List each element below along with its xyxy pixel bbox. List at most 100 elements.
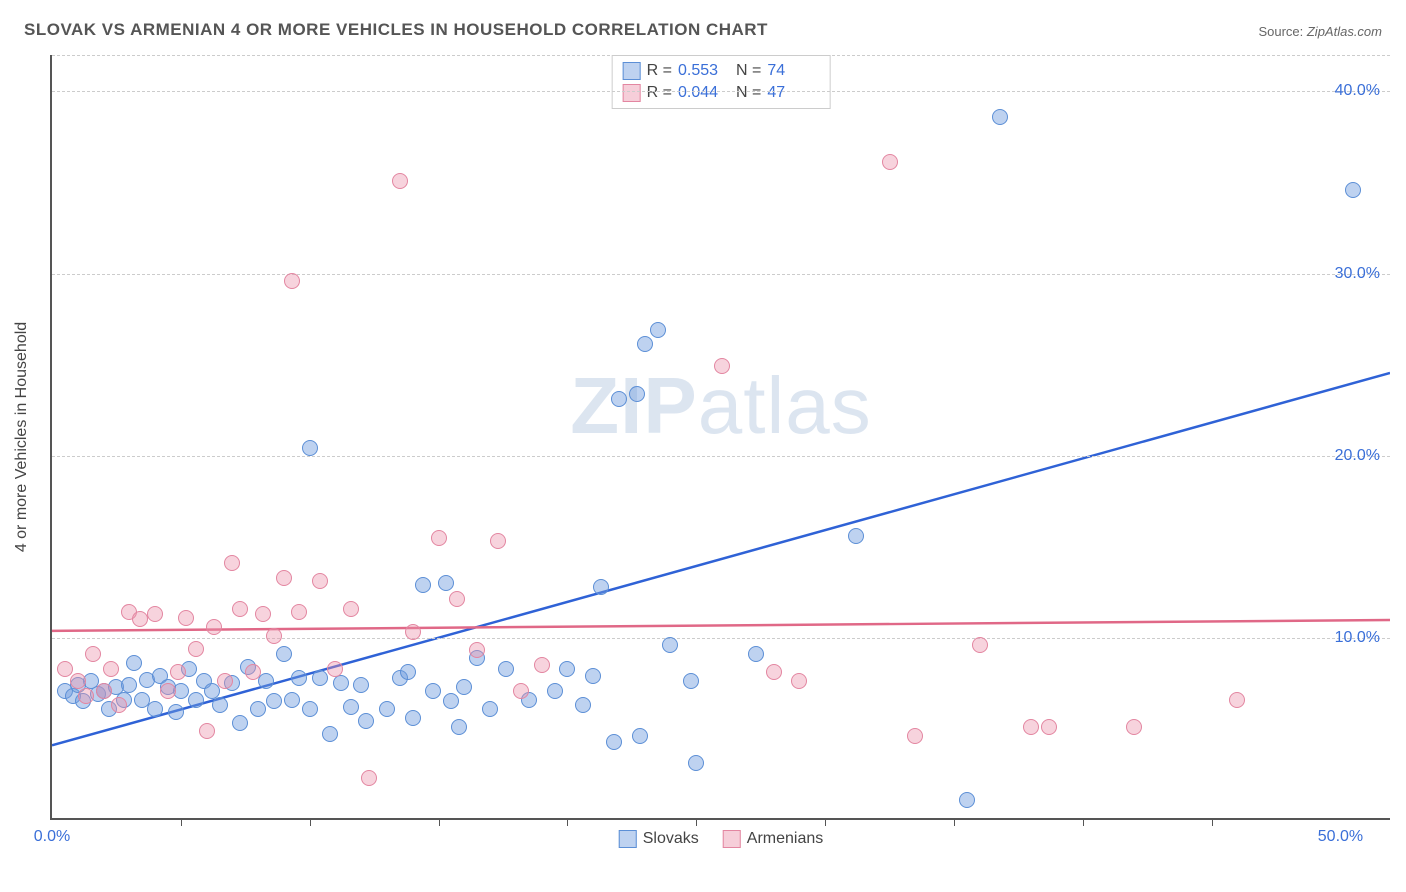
data-point bbox=[992, 109, 1008, 125]
data-point bbox=[593, 579, 609, 595]
data-point bbox=[206, 619, 222, 635]
data-point bbox=[959, 792, 975, 808]
data-point bbox=[637, 336, 653, 352]
plot-area: 4 or more Vehicles in Household ZIPatlas… bbox=[50, 55, 1390, 820]
data-point bbox=[443, 693, 459, 709]
data-point bbox=[683, 673, 699, 689]
legend-row-slovaks: R = 0.553 N = 74 bbox=[623, 60, 820, 82]
x-tick-label: 0.0% bbox=[34, 828, 70, 846]
legend-item-slovaks: Slovaks bbox=[619, 830, 699, 848]
data-point bbox=[343, 601, 359, 617]
source-citation: Source: ZipAtlas.com bbox=[1258, 24, 1382, 39]
data-point bbox=[714, 358, 730, 374]
data-point bbox=[250, 701, 266, 717]
data-point bbox=[70, 673, 86, 689]
data-point bbox=[547, 683, 563, 699]
data-point bbox=[848, 528, 864, 544]
data-point bbox=[1229, 692, 1245, 708]
data-point bbox=[490, 533, 506, 549]
data-point bbox=[302, 701, 318, 717]
data-point bbox=[291, 670, 307, 686]
data-point bbox=[284, 273, 300, 289]
data-point bbox=[121, 677, 137, 693]
data-point bbox=[688, 755, 704, 771]
legend-row-armenians: R = 0.044 N = 47 bbox=[623, 82, 820, 104]
x-tick bbox=[439, 818, 440, 826]
data-point bbox=[451, 719, 467, 735]
data-point bbox=[575, 697, 591, 713]
data-point bbox=[358, 713, 374, 729]
y-tick-label: 30.0% bbox=[1335, 265, 1380, 283]
chart-title: SLOVAK VS ARMENIAN 4 OR MORE VEHICLES IN… bbox=[24, 20, 768, 40]
data-point bbox=[276, 646, 292, 662]
data-point bbox=[111, 697, 127, 713]
data-point bbox=[188, 692, 204, 708]
data-point bbox=[1041, 719, 1057, 735]
x-tick bbox=[181, 818, 182, 826]
data-point bbox=[766, 664, 782, 680]
source-name: ZipAtlas.com bbox=[1307, 24, 1382, 39]
data-point bbox=[266, 693, 282, 709]
n-value-armenians: 47 bbox=[767, 84, 819, 102]
swatch-icon bbox=[619, 830, 637, 848]
swatch-slovaks bbox=[623, 62, 641, 80]
data-point bbox=[650, 322, 666, 338]
data-point bbox=[312, 573, 328, 589]
data-point bbox=[425, 683, 441, 699]
correlation-legend: R = 0.553 N = 74 R = 0.044 N = 47 bbox=[612, 55, 831, 109]
data-point bbox=[1023, 719, 1039, 735]
data-point bbox=[217, 673, 233, 689]
data-point bbox=[343, 699, 359, 715]
data-point bbox=[178, 610, 194, 626]
gridline bbox=[52, 456, 1390, 457]
x-tick bbox=[310, 818, 311, 826]
data-point bbox=[662, 637, 678, 653]
data-point bbox=[103, 661, 119, 677]
data-point bbox=[322, 726, 338, 742]
data-point bbox=[147, 701, 163, 717]
data-point bbox=[534, 657, 550, 673]
data-point bbox=[353, 677, 369, 693]
trend-line bbox=[52, 620, 1390, 631]
x-tick bbox=[825, 818, 826, 826]
data-point bbox=[438, 575, 454, 591]
data-point bbox=[160, 683, 176, 699]
data-point bbox=[232, 715, 248, 731]
x-tick bbox=[567, 818, 568, 826]
data-point bbox=[882, 154, 898, 170]
data-point bbox=[629, 386, 645, 402]
r-value-slovaks: 0.553 bbox=[678, 62, 730, 80]
x-tick bbox=[1212, 818, 1213, 826]
data-point bbox=[482, 701, 498, 717]
data-point bbox=[449, 591, 465, 607]
data-point bbox=[245, 664, 261, 680]
swatch-armenians bbox=[623, 84, 641, 102]
data-point bbox=[85, 646, 101, 662]
data-point bbox=[361, 770, 377, 786]
gridline bbox=[52, 55, 1390, 56]
data-point bbox=[469, 642, 485, 658]
data-point bbox=[276, 570, 292, 586]
trend-line bbox=[52, 373, 1390, 745]
r-value-armenians: 0.044 bbox=[678, 84, 730, 102]
data-point bbox=[199, 723, 215, 739]
source-label: Source: bbox=[1258, 24, 1306, 39]
data-point bbox=[147, 606, 163, 622]
data-point bbox=[291, 604, 307, 620]
data-point bbox=[405, 710, 421, 726]
chart-container: SLOVAK VS ARMENIAN 4 OR MORE VEHICLES IN… bbox=[0, 0, 1406, 892]
data-point bbox=[1126, 719, 1142, 735]
data-point bbox=[333, 675, 349, 691]
swatch-icon bbox=[723, 830, 741, 848]
data-point bbox=[498, 661, 514, 677]
y-tick-label: 20.0% bbox=[1335, 447, 1380, 465]
n-value-slovaks: 74 bbox=[767, 62, 819, 80]
legend-item-armenians: Armenians bbox=[723, 830, 823, 848]
data-point bbox=[606, 734, 622, 750]
data-point bbox=[302, 440, 318, 456]
data-point bbox=[431, 530, 447, 546]
data-point bbox=[379, 701, 395, 717]
data-point bbox=[224, 555, 240, 571]
data-point bbox=[907, 728, 923, 744]
data-point bbox=[96, 683, 112, 699]
